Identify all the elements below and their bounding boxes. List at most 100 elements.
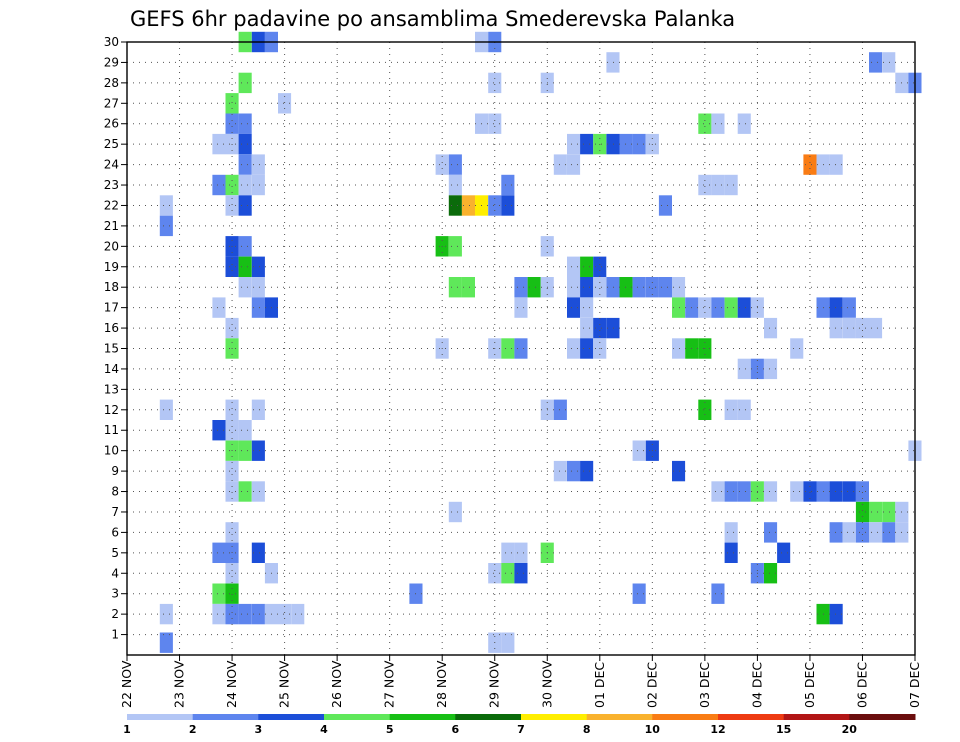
precip-cell: [251, 440, 265, 461]
precip-cell: [501, 632, 515, 653]
colorbar-segment: [324, 714, 391, 720]
precip-cell: [488, 195, 502, 216]
precip-cell: [238, 481, 252, 502]
colorbar-label: 7: [517, 723, 525, 736]
precip-cell: [764, 522, 778, 543]
precip-cell: [225, 93, 239, 114]
precip-cell: [225, 603, 239, 625]
x-tick-label: 04 DEC: [749, 662, 764, 708]
precip-cell: [225, 174, 239, 196]
y-tick-label: 10: [104, 444, 119, 458]
precip-cell: [488, 72, 502, 94]
precip-cell: [448, 277, 462, 298]
precip-cell: [514, 542, 528, 563]
precip-cell: [672, 297, 686, 318]
precip-cell: [829, 154, 843, 175]
colorbar-segment: [521, 714, 588, 720]
precip-cell: [251, 277, 265, 298]
y-tick-label: 5: [111, 546, 119, 560]
precip-cell: [212, 133, 226, 155]
y-tick-label: 12: [104, 403, 119, 417]
x-tick-label: 03 DEC: [697, 662, 712, 708]
precip-cell: [448, 236, 462, 257]
precip-cell: [251, 542, 265, 563]
precip-cell: [869, 52, 883, 73]
precip-cell: [580, 133, 594, 155]
precip-cell: [711, 583, 725, 604]
precip-cell: [724, 522, 738, 543]
precip-cell: [645, 277, 659, 298]
precip-cell: [580, 317, 594, 339]
y-tick-label: 20: [104, 239, 119, 253]
y-tick-label: 30: [104, 35, 119, 49]
x-tick-label: 22 NOV: [119, 660, 134, 708]
heatmap-cells: [159, 31, 922, 653]
precip-cell: [711, 174, 725, 196]
precip-cell: [514, 563, 528, 584]
colorbar-label: 5: [386, 723, 394, 736]
precip-cell: [251, 154, 265, 175]
precip-cell: [724, 481, 738, 502]
precip-cell: [238, 72, 252, 94]
precip-cell: [501, 563, 515, 584]
precip-cell: [869, 317, 883, 339]
precip-cell: [251, 399, 265, 420]
precip-cell: [225, 583, 239, 604]
colorbar-segment: [586, 714, 653, 720]
precip-cell: [514, 297, 528, 318]
precip-cell: [159, 603, 173, 625]
precip-cell: [488, 563, 502, 584]
precip-cell: [567, 256, 581, 277]
precip-cell: [238, 420, 252, 441]
chart-title: GEFS 6hr padavine po ansamblima Smederev…: [130, 7, 735, 31]
y-tick-label: 2: [111, 607, 119, 621]
precip-cell: [672, 277, 686, 298]
precip-cell: [855, 481, 869, 502]
y-tick-label: 26: [104, 117, 119, 131]
x-tick-label: 27 NOV: [382, 660, 397, 708]
colorbar-label: 15: [776, 723, 791, 736]
precip-cell: [567, 338, 581, 359]
precip-cell: [711, 481, 725, 502]
precip-cell: [238, 113, 252, 134]
y-tick-label: 18: [104, 280, 119, 294]
precip-cell: [698, 399, 712, 420]
y-tick-label: 17: [104, 301, 119, 315]
precip-cell: [764, 481, 778, 502]
precip-cell: [882, 522, 896, 543]
precip-cell: [842, 317, 856, 339]
precip-cell: [803, 481, 817, 502]
colorbar-segment: [652, 714, 719, 720]
y-tick-label: 24: [104, 158, 119, 172]
colorbar-label: 3: [254, 723, 262, 736]
precip-cell: [842, 481, 856, 502]
precip-cell: [737, 358, 751, 380]
precip-cell: [724, 297, 738, 318]
precip-cell: [882, 52, 896, 73]
precip-cell: [842, 522, 856, 543]
colorbar-label: 6: [451, 723, 459, 736]
precip-cell: [251, 481, 265, 502]
y-tick-label: 14: [104, 362, 119, 376]
precip-cell: [711, 113, 725, 134]
precip-cell: [251, 603, 265, 625]
precip-cell: [251, 256, 265, 277]
colorbar-segment: [849, 714, 916, 720]
precip-cell: [553, 154, 567, 175]
y-tick-label: 3: [111, 587, 119, 601]
precip-cell: [448, 174, 462, 196]
precip-cell: [632, 583, 646, 604]
y-tick-label: 23: [104, 178, 119, 192]
precip-cell: [567, 133, 581, 155]
colorbar-label: 12: [710, 723, 725, 736]
precip-cell: [764, 317, 778, 339]
x-tick-label: 07 DEC: [907, 662, 922, 708]
precip-cell: [159, 215, 173, 237]
precip-cell: [829, 317, 843, 339]
precip-cell: [580, 277, 594, 298]
precip-cell: [672, 460, 686, 482]
precip-cell: [212, 297, 226, 318]
precip-cell: [658, 277, 672, 298]
precip-cell: [238, 256, 252, 277]
precip-cell: [567, 277, 581, 298]
